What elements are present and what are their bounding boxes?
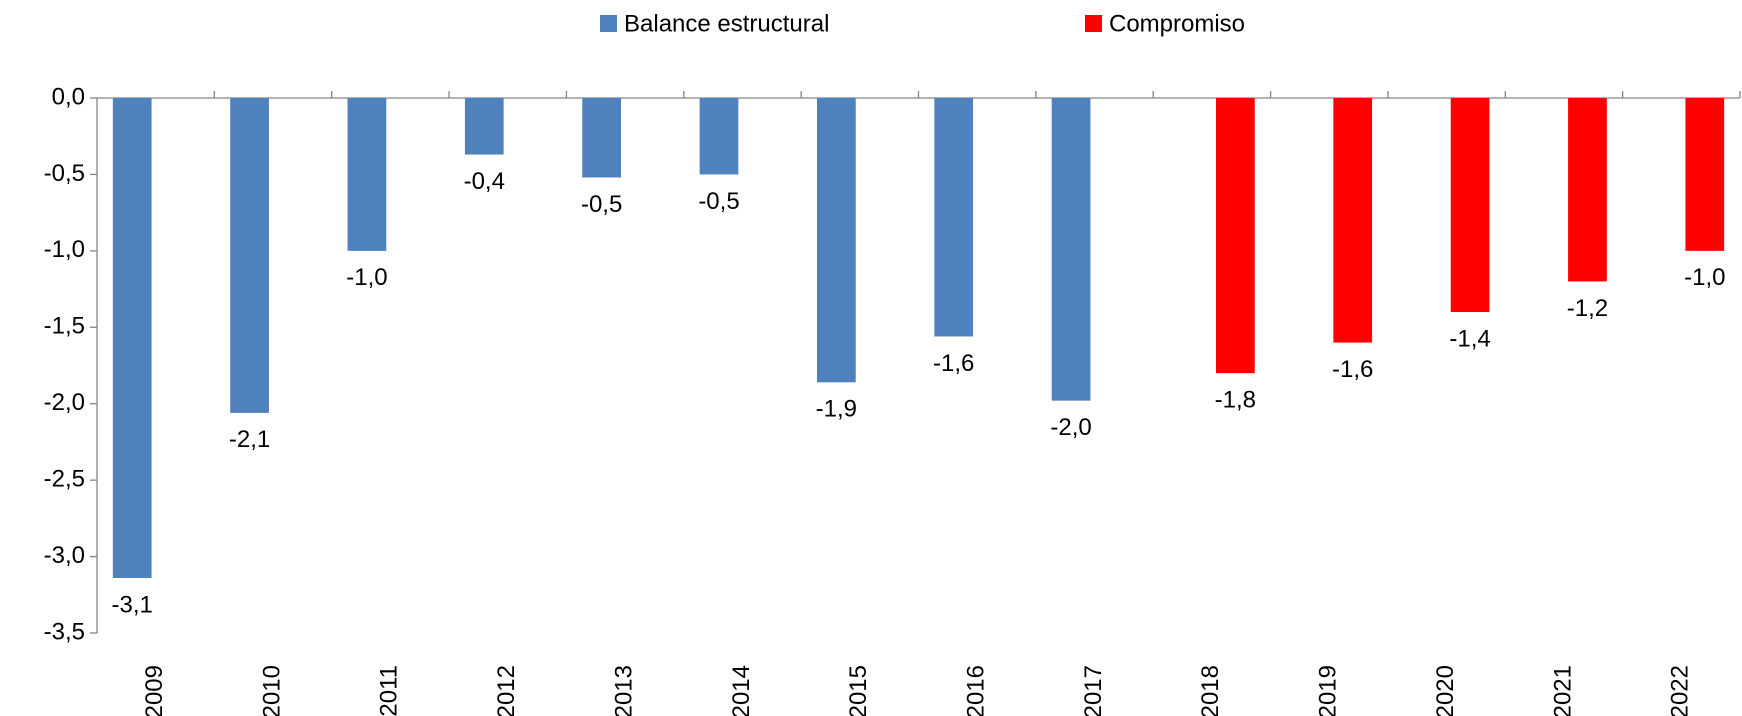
bar	[1450, 98, 1490, 312]
bar	[1216, 98, 1255, 374]
legend-swatch	[1085, 15, 1102, 32]
x-tick-label: 2020	[1432, 665, 1459, 716]
bar	[1568, 98, 1607, 282]
legend-swatch	[600, 15, 617, 32]
value-label: -1,8	[1215, 386, 1256, 413]
y-tick-label: 0,0	[52, 83, 85, 110]
bar	[1685, 98, 1725, 251]
value-label: -2,1	[229, 426, 270, 453]
value-label: -1,6	[933, 350, 974, 377]
bar	[934, 98, 974, 337]
bar	[582, 98, 621, 178]
x-tick-label: 2014	[728, 665, 755, 716]
y-tick-label: -3,5	[44, 618, 85, 645]
value-label: -0,4	[464, 168, 505, 195]
bar	[230, 98, 269, 413]
bar	[347, 98, 387, 251]
value-label: -3,1	[112, 591, 153, 618]
bar	[816, 98, 856, 383]
bar	[1051, 98, 1091, 401]
value-label: -1,4	[1449, 325, 1490, 352]
x-tick-label: 2013	[610, 665, 637, 716]
value-label: -1,6	[1332, 356, 1373, 383]
x-tick-label: 2015	[845, 665, 872, 716]
x-tick-label: 2019	[1315, 665, 1342, 716]
legend-label: Compromiso	[1109, 10, 1245, 37]
value-label: -1,0	[346, 264, 387, 291]
x-tick-label: 2016	[963, 665, 990, 716]
value-label: -1,9	[816, 396, 857, 423]
value-label: -2,0	[1050, 414, 1091, 441]
x-tick-label: 2021	[1549, 665, 1576, 716]
x-tick-label: 2009	[141, 665, 168, 716]
y-tick-label: -3,0	[44, 542, 85, 569]
y-tick-label: -1,5	[44, 313, 85, 340]
x-tick-label: 2010	[258, 665, 285, 716]
y-tick-label: -2,0	[44, 389, 85, 416]
legend-label: Balance estructural	[624, 10, 829, 37]
value-label: -0,5	[698, 188, 739, 215]
bar	[699, 98, 739, 175]
y-tick-label: -2,5	[44, 465, 85, 492]
value-label: -1,0	[1684, 264, 1725, 291]
value-label: -1,2	[1567, 295, 1608, 322]
bar	[464, 98, 504, 155]
bar	[112, 98, 152, 578]
bar	[1333, 98, 1373, 343]
x-tick-label: 2018	[1197, 665, 1224, 716]
x-tick-label: 2012	[493, 665, 520, 716]
y-tick-label: -0,5	[44, 160, 85, 187]
x-tick-label: 2022	[1667, 665, 1694, 716]
y-tick-label: -1,0	[44, 236, 85, 263]
x-tick-label: 2011	[376, 665, 403, 716]
value-label: -0,5	[581, 191, 622, 218]
x-tick-label: 2017	[1080, 665, 1107, 716]
